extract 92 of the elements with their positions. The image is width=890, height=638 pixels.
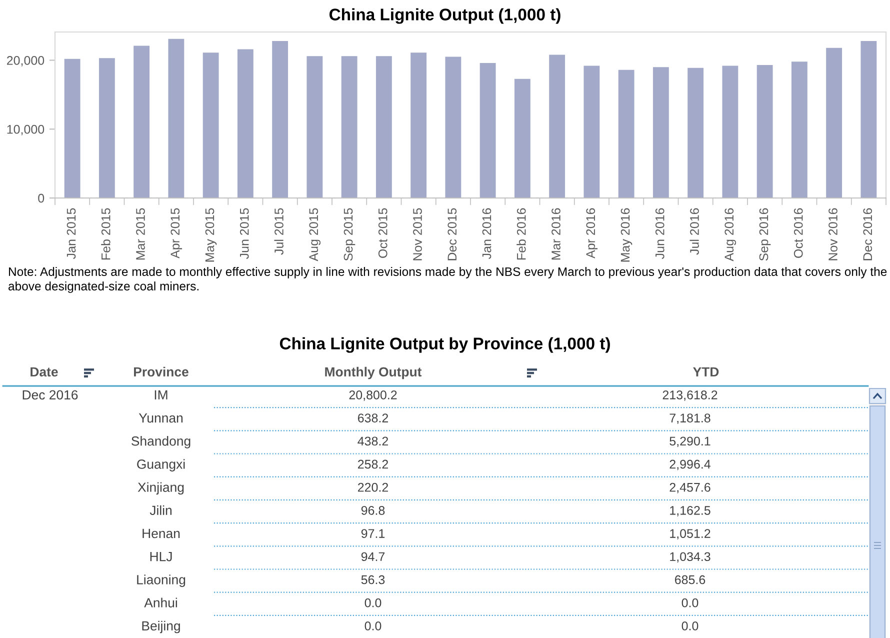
data-label: 638.2 — [358, 414, 388, 422]
x-tick-label: Mar 2015 — [136, 208, 145, 260]
data-label: 258.2 — [358, 460, 388, 469]
data-label: 0.0 — [364, 598, 382, 608]
x-tick-label: Jul 2016 — [690, 208, 699, 255]
x-tick-label: Feb 2015 — [101, 208, 110, 260]
bar — [64, 58, 80, 198]
x-tick-label: Aug 2016 — [724, 208, 736, 262]
text: Monthly Output — [325, 366, 422, 380]
bar — [341, 56, 358, 198]
bar — [445, 56, 462, 198]
x-tick-label: Apr 2016 — [586, 208, 598, 258]
x-tick-label: Mar 2016 — [552, 208, 560, 260]
bar — [376, 56, 392, 198]
bar — [134, 46, 150, 198]
category-label: Beijing — [142, 620, 180, 634]
bar — [549, 54, 566, 198]
category-label: Yunnan — [138, 413, 183, 423]
x-tick-label: Jul 2015 — [274, 208, 284, 255]
data-label: 438.2 — [358, 436, 388, 446]
bar — [202, 52, 219, 198]
x-tick-label: Nov 2016 — [828, 208, 838, 260]
category-label: HLJ — [150, 552, 172, 562]
y-tick-label: 0 — [38, 194, 44, 203]
category-label: IM — [154, 390, 168, 400]
x-tick-label: Apr 2015 — [170, 208, 182, 258]
data-label: 5,290.1 — [670, 436, 710, 448]
data-label: 2,457.6 — [670, 482, 710, 494]
bar — [860, 40, 877, 198]
x-tick-label: Oct 2016 — [794, 208, 803, 258]
x-tick-label: Jun 2016 — [655, 208, 664, 259]
x-tick-label: Oct 2015 — [378, 208, 388, 258]
data-label: 213,618.2 — [662, 390, 718, 401]
category-label: Guangxi — [137, 459, 185, 472]
text: Note: Adjustments are made to monthly effective supply in line with revisions made by the NBS every March to previous year's production data that covers only the above designated-size coal miners. — [8, 267, 887, 293]
category-label: Liaoning — [137, 574, 186, 587]
y-tick-label: 20,000 — [6, 56, 44, 66]
data-label: 97.1 — [361, 529, 385, 538]
data-label: 20,800.2 — [349, 390, 397, 401]
data-label: 7,181.8 — [670, 414, 710, 424]
data-label: 94.7 — [361, 552, 385, 562]
data-label: 220.2 — [358, 482, 388, 492]
data-label: 685.6 — [674, 575, 706, 584]
x-tick-label: Dec 2015 — [448, 208, 457, 260]
x-tick-label: Jan 2016 — [482, 208, 492, 259]
data-label: 96.8 — [361, 506, 385, 515]
x-tick-label: Feb 2016 — [516, 208, 526, 260]
x-tick-label: May 2015 — [205, 208, 217, 262]
category-label: Henan — [142, 528, 180, 538]
y-tick-label: 10,000 — [7, 124, 44, 136]
data-label: 2,996.4 — [670, 460, 710, 470]
bar — [652, 67, 669, 198]
bar — [168, 38, 184, 198]
x-tick-label: Sep 2015 — [344, 208, 356, 261]
chart-title: China Lignite Output (1,000 t) — [329, 8, 560, 24]
data-label: 1,034.3 — [670, 552, 710, 563]
bar — [272, 40, 288, 198]
x-tick-label: Jan 2015 — [66, 208, 76, 259]
bar — [722, 66, 738, 198]
bar — [584, 66, 600, 198]
text: China Lignite Output by Province (1,000 t) — [280, 337, 610, 353]
x-tick-label: Jun 2015 — [240, 208, 249, 259]
bar — [480, 62, 496, 198]
bar — [306, 56, 323, 198]
bar — [688, 68, 704, 198]
category-label: Anhui — [144, 598, 177, 608]
bar — [237, 49, 254, 198]
category-label: Shandong — [132, 436, 190, 448]
x-tick-label: Sep 2016 — [759, 208, 771, 261]
data-label: 56.3 — [361, 575, 385, 584]
category-label: Jilin — [150, 505, 172, 516]
bar — [410, 52, 427, 198]
bar — [98, 58, 115, 198]
x-tick-label: Dec 2016 — [863, 208, 872, 260]
text: Province — [134, 366, 188, 377]
data-label: 0.0 — [364, 622, 382, 630]
bar — [826, 48, 842, 198]
data-label: 0.0 — [682, 598, 698, 608]
bar — [756, 65, 773, 198]
data-label: 1,162.5 — [670, 506, 710, 516]
data-label: 1,051.2 — [670, 529, 710, 540]
x-tick-label: May 2016 — [620, 208, 632, 262]
x-tick-label: Nov 2015 — [413, 208, 422, 260]
bar — [514, 78, 530, 198]
text: YTD — [693, 367, 719, 376]
text: Dec 2016 — [22, 390, 78, 400]
data-label: 0.0 — [682, 622, 698, 630]
bar — [791, 62, 808, 198]
category-label: Xinjiang — [138, 482, 184, 495]
text: Date — [30, 367, 58, 377]
bar — [618, 70, 634, 198]
x-tick-label: Aug 2015 — [309, 208, 321, 262]
